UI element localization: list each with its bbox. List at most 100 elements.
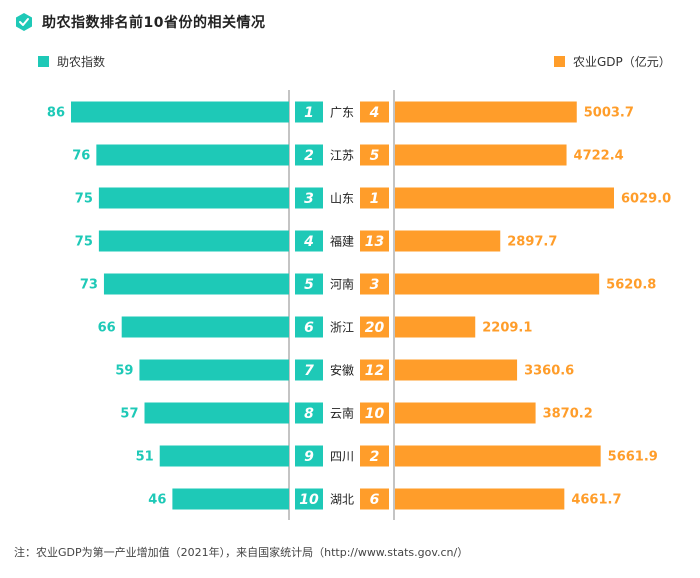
index-rank-label: 7 xyxy=(304,363,314,379)
gdp-rank-box xyxy=(360,402,389,424)
index-bar xyxy=(96,144,289,166)
index-rank-box xyxy=(295,445,323,467)
gdp-rank-label: 2 xyxy=(370,449,380,465)
gdp-rank-box xyxy=(360,273,389,295)
province-label: 浙江 xyxy=(330,321,354,335)
gdp-rank-label: 10 xyxy=(365,406,385,422)
index-bar xyxy=(98,230,289,252)
province-label: 山东 xyxy=(330,192,354,206)
province-label: 河南 xyxy=(330,277,354,292)
gdp-rank-box xyxy=(360,316,389,338)
gdp-value-label: 2897.7 xyxy=(507,235,557,250)
index-bar xyxy=(139,359,289,381)
gdp-bar xyxy=(395,144,567,166)
gdp-rank-label: 13 xyxy=(365,234,384,250)
gdp-rank-box xyxy=(360,144,389,166)
index-value-label: 66 xyxy=(98,321,116,336)
title-row: 助农指数排名前10省份的相关情况 xyxy=(14,12,265,32)
index-rank-box xyxy=(295,488,323,510)
gdp-rank-box xyxy=(360,445,389,467)
index-rank-label: 2 xyxy=(304,148,314,164)
legend-swatch-index xyxy=(38,56,49,67)
index-bar xyxy=(159,445,289,467)
gdp-value-label: 4661.7 xyxy=(571,493,621,508)
index-value-label: 73 xyxy=(80,278,98,293)
gdp-bar xyxy=(395,359,518,381)
index-rank-box xyxy=(295,187,323,209)
hexagon-check-icon xyxy=(16,13,32,31)
index-bar xyxy=(172,488,289,510)
index-rank-label: 9 xyxy=(304,449,314,465)
footnote: 注：农业GDP为第一产业增加值（2021年），来自国家统计局（http://ww… xyxy=(14,546,469,559)
gdp-bar xyxy=(395,273,600,295)
gdp-rank-box xyxy=(360,359,389,381)
index-value-label: 76 xyxy=(72,149,90,164)
gdp-rank-label: 3 xyxy=(370,277,380,293)
index-rank-label: 8 xyxy=(304,406,314,422)
index-value-label: 75 xyxy=(75,192,93,207)
legend-gdp: 农业GDP（亿元） xyxy=(554,53,671,70)
index-value-label: 75 xyxy=(75,235,93,250)
index-value-label: 59 xyxy=(115,364,133,379)
province-label: 江苏 xyxy=(330,149,354,163)
legend-index: 助农指数 xyxy=(38,53,105,70)
gdp-bar xyxy=(395,488,565,510)
index-rank-box xyxy=(295,359,323,381)
province-label: 四川 xyxy=(330,450,354,464)
index-rank-label: 5 xyxy=(304,277,314,293)
province-label: 安徽 xyxy=(330,363,354,378)
index-rank-label: 6 xyxy=(304,320,314,336)
gdp-value-label: 3870.2 xyxy=(543,407,593,422)
gdp-value-label: 3360.6 xyxy=(524,364,574,379)
index-bar xyxy=(121,316,289,338)
legend-label-index: 助农指数 xyxy=(57,55,106,69)
gdp-value-label: 5620.8 xyxy=(606,278,656,293)
index-rank-label: 3 xyxy=(304,191,314,207)
index-value-label: 46 xyxy=(148,493,166,508)
index-bar xyxy=(144,402,289,424)
legend-swatch-gdp xyxy=(554,56,565,67)
gdp-rank-label: 5 xyxy=(370,148,380,164)
gdp-bar xyxy=(395,230,501,252)
index-rank-label: 4 xyxy=(303,234,314,250)
gdp-value-label: 2209.1 xyxy=(482,321,532,336)
index-value-label: 51 xyxy=(136,450,154,465)
index-rank-box xyxy=(295,230,323,252)
index-rank-box xyxy=(295,402,323,424)
province-label: 湖北 xyxy=(330,492,354,507)
index-value-label: 57 xyxy=(120,407,138,422)
index-rank-box xyxy=(295,144,323,166)
gdp-value-label: 4722.4 xyxy=(574,149,624,164)
index-rank-box xyxy=(295,101,323,123)
province-label: 云南 xyxy=(330,406,354,421)
gdp-rank-box xyxy=(360,101,389,123)
gdp-bar xyxy=(395,101,577,123)
gdp-rank-label: 1 xyxy=(370,191,380,207)
index-bar xyxy=(103,273,289,295)
chart-title: 助农指数排名前10省份的相关情况 xyxy=(42,15,266,31)
gdp-rank-label: 20 xyxy=(365,320,385,336)
gdp-bar xyxy=(395,316,476,338)
index-bar xyxy=(71,101,289,123)
gdp-rank-box xyxy=(360,187,389,209)
legend-label-gdp: 农业GDP（亿元） xyxy=(573,55,671,69)
gdp-rank-box xyxy=(360,488,389,510)
gdp-value-label: 6029.0 xyxy=(621,192,671,207)
index-rank-label: 10 xyxy=(299,492,319,508)
gdp-bar xyxy=(395,187,614,209)
gdp-bar xyxy=(395,445,601,467)
province-label: 福建 xyxy=(330,234,354,249)
gdp-bar xyxy=(395,402,536,424)
index-bar xyxy=(98,187,289,209)
gdp-value-label: 5661.9 xyxy=(608,450,658,465)
index-rank-box xyxy=(295,273,323,295)
index-rank-box xyxy=(295,316,323,338)
gdp-rank-label: 4 xyxy=(369,105,380,121)
index-rank-label: 1 xyxy=(304,105,314,121)
gdp-rank-label: 6 xyxy=(370,492,380,508)
gdp-rank-label: 12 xyxy=(365,363,384,379)
province-label: 广东 xyxy=(330,106,354,120)
index-value-label: 86 xyxy=(47,106,65,121)
gdp-rank-box xyxy=(360,230,389,252)
